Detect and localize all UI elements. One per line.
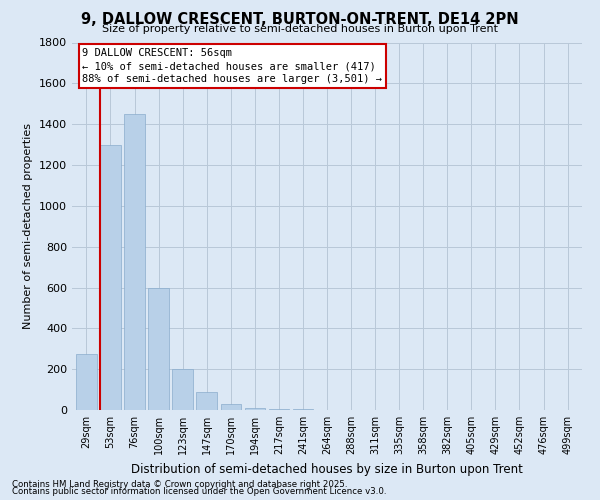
Y-axis label: Number of semi-detached properties: Number of semi-detached properties (23, 123, 34, 329)
Text: Contains HM Land Registry data © Crown copyright and database right 2025.: Contains HM Land Registry data © Crown c… (12, 480, 347, 489)
Bar (196, 392, 217, 410)
Text: 9, DALLOW CRESCENT, BURTON-ON-TRENT, DE14 2PN: 9, DALLOW CRESCENT, BURTON-ON-TRENT, DE1… (81, 12, 519, 28)
Bar (148, 288, 169, 410)
Bar (172, 369, 193, 410)
Text: Contains public sector information licensed under the Open Government Licence v3: Contains public sector information licen… (12, 488, 386, 496)
Bar (269, 409, 289, 410)
Bar (100, 144, 121, 410)
Text: Size of property relative to semi-detached houses in Burton upon Trent: Size of property relative to semi-detach… (102, 24, 498, 34)
X-axis label: Distribution of semi-detached houses by size in Burton upon Trent: Distribution of semi-detached houses by … (131, 462, 523, 475)
Bar (124, 114, 145, 410)
Bar (76, 354, 97, 410)
Bar (245, 408, 265, 410)
Text: 9 DALLOW CRESCENT: 56sqm
← 10% of semi-detached houses are smaller (417)
88% of : 9 DALLOW CRESCENT: 56sqm ← 10% of semi-d… (82, 48, 382, 84)
Bar (221, 404, 241, 410)
